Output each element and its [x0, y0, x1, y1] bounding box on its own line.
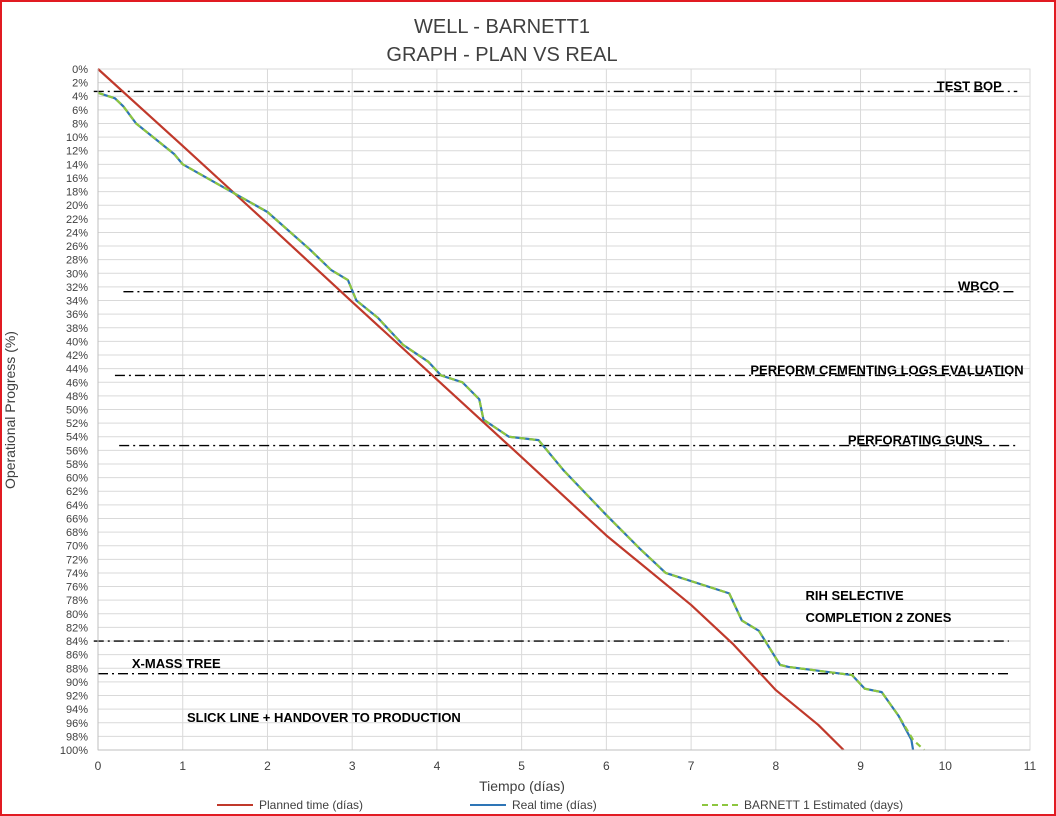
y-tick-label: 66%	[66, 513, 88, 525]
x-tick-label: 2	[264, 759, 271, 773]
phase-label: TEST BOP	[937, 78, 1002, 93]
y-tick-label: 62%	[66, 486, 88, 498]
y-tick-label: 30%	[66, 268, 88, 280]
chart-subtitle: GRAPH - PLAN VS REAL	[386, 44, 618, 66]
legend-item-real: Real time (días)	[470, 796, 597, 814]
legend-label-planned: Planned time (días)	[259, 798, 364, 812]
y-tick-label: 18%	[66, 187, 88, 199]
y-tick-label: 80%	[66, 609, 88, 621]
y-tick-label: 90%	[66, 677, 88, 689]
y-tick-label: 12%	[66, 146, 88, 158]
y-tick-label: 98%	[66, 731, 88, 743]
grid-layer	[97, 68, 1031, 751]
annotation-label: RIH SELECTIVE	[805, 587, 904, 603]
annotation-label: X-MASS TREE	[131, 655, 221, 671]
y-tick-label: 76%	[66, 582, 88, 594]
x-tick-label: 11	[1024, 759, 1037, 773]
x-tick-label: 6	[603, 759, 610, 773]
y-tick-label: 20%	[66, 200, 88, 212]
tick-layer: 0% 2%4% 6%8% 10% 12%14% 16% 18%20% 22%24% 26% 28%…	[60, 64, 1037, 773]
series-layer	[97, 68, 925, 751]
y-tick-label: 4%	[72, 91, 88, 103]
legend-swatch-real	[470, 804, 506, 806]
y-tick-label: 42%	[66, 350, 88, 362]
legend-label-estimated: BARNETT 1 Estimated (days)	[744, 798, 904, 812]
y-tick-label: 60%	[66, 473, 88, 485]
y-tick-label: 86%	[66, 650, 88, 662]
legend-item-planned: Planned time (días)	[217, 796, 363, 814]
y-tick-label: 32%	[66, 282, 88, 294]
phase-label: PERFORM CEMENTING LOGS EVALUATION	[750, 362, 1023, 377]
y-tick-label: 26%	[66, 241, 88, 253]
y-tick-label: 88%	[66, 663, 88, 675]
y-tick-label: 52%	[66, 418, 88, 430]
y-tick-label: 40%	[66, 336, 88, 348]
y-tick-label: 6%	[72, 105, 88, 117]
legend-swatch-estimated	[702, 804, 738, 806]
y-tick-label: 74%	[66, 568, 88, 580]
chart-title: WELL - BARNETT1	[414, 16, 590, 38]
y-tick-label: 50%	[66, 405, 88, 417]
x-tick-label: 7	[688, 759, 695, 773]
x-axis-label: Tiempo (días)	[479, 778, 565, 794]
annotation-label: SLICK LINE + HANDOVER TO PRODUCTION	[186, 710, 461, 726]
y-tick-label: 0%	[72, 64, 88, 76]
y-tick-label: 56%	[66, 445, 88, 457]
x-tick-label: 4	[434, 759, 441, 773]
y-tick-label: 22%	[66, 214, 88, 226]
y-tick-label: 54%	[66, 432, 88, 444]
x-tick-label: 0	[95, 759, 102, 773]
x-tick-label: 8	[772, 759, 779, 773]
x-tick-label: 5	[518, 759, 525, 773]
y-tick-label: 8%	[72, 118, 88, 130]
y-tick-label: 14%	[66, 159, 88, 171]
y-tick-label: 34%	[66, 296, 88, 308]
y-tick-label: 48%	[66, 391, 88, 403]
annotation-label: COMPLETION 2 ZONES	[805, 610, 952, 626]
series-line-3	[97, 91, 925, 751]
y-tick-label: 96%	[66, 718, 88, 730]
phase-label: WBCO	[958, 279, 999, 294]
y-tick-label: 84%	[66, 636, 88, 648]
phase-lines-layer: TEST BOP WBCO PERFORM CEMENTING LOGS EVALU…	[93, 78, 1024, 675]
y-tick-label: 2%	[72, 78, 88, 90]
series-line-1	[97, 68, 845, 751]
y-tick-label: 78%	[66, 595, 88, 607]
y-tick-label: 68%	[66, 527, 88, 539]
y-tick-label: 92%	[66, 691, 88, 703]
y-tick-label: 16%	[66, 173, 88, 185]
legend-swatch-planned	[217, 804, 253, 806]
y-tick-label: 38%	[66, 323, 88, 335]
y-tick-label: 36%	[66, 309, 88, 321]
x-tick-label: 1	[179, 759, 186, 773]
y-tick-label: 82%	[66, 622, 88, 634]
legend-item-estimated: BARNETT 1 Estimated (days)	[702, 796, 903, 814]
x-tick-label: 9	[857, 759, 864, 773]
y-tick-label: 94%	[66, 704, 88, 716]
y-tick-label: 70%	[66, 541, 88, 553]
x-tick-label: 10	[939, 759, 953, 773]
y-tick-label: 10%	[66, 132, 88, 144]
y-tick-label: 24%	[66, 227, 88, 239]
y-tick-label: 58%	[66, 459, 88, 471]
legend-label-real: Real time (días)	[512, 798, 597, 812]
y-tick-label: 64%	[66, 500, 88, 512]
phase-label: PERFORATING GUNS	[848, 433, 983, 448]
x-tick-label: 3	[349, 759, 356, 773]
y-tick-label: 46%	[66, 377, 88, 389]
y-tick-label: 28%	[66, 255, 88, 267]
y-tick-label: 44%	[66, 364, 88, 376]
y-tick-label: 100%	[60, 745, 88, 757]
y-tick-label: 72%	[66, 554, 88, 566]
